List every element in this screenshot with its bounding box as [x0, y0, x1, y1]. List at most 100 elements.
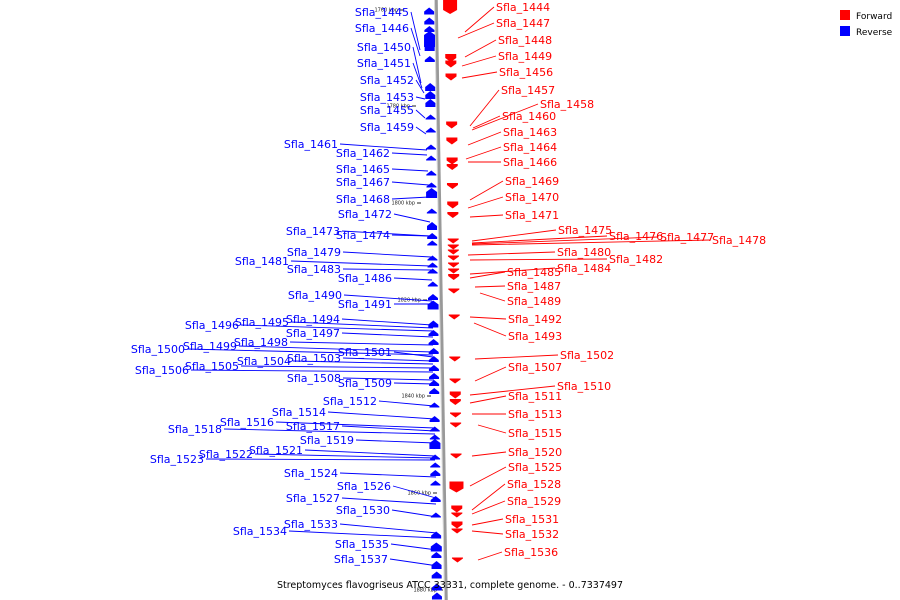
reverse-gene-leader	[341, 318, 433, 326]
reverse-gene-glyph	[425, 127, 436, 133]
reverse-gene-glyph	[424, 17, 435, 25]
reverse-gene-leader	[290, 260, 432, 267]
scale-tick-label: 1880 kbp	[413, 588, 437, 594]
forward-gene-glyph	[451, 557, 463, 563]
reverse-gene-glyph	[425, 91, 436, 99]
reverse-gene-leader	[412, 46, 422, 84]
reverse-gene-leader	[415, 126, 427, 135]
reverse-gene-glyph	[428, 348, 439, 354]
reverse-gene-label: Sfla_1537	[334, 553, 388, 566]
forward-gene-glyph	[450, 453, 462, 459]
reverse-gene-label: Sfla_1473	[286, 225, 340, 238]
reverse-gene-glyph	[428, 320, 439, 328]
reverse-gene-glyph	[425, 99, 436, 107]
reverse-gene-leader	[391, 509, 438, 518]
reverse-gene-glyph	[430, 480, 441, 486]
forward-gene-label: Sfla_1447	[496, 17, 550, 30]
reverse-gene-label: Sfla_1516	[220, 416, 274, 429]
forward-gene-label: Sfla_1464	[503, 141, 557, 154]
reverse-gene-glyph	[429, 434, 440, 440]
forward-gene-label: Sfla_1458	[540, 98, 594, 111]
forward-gene-label: Sfla_1456	[499, 66, 553, 79]
scale-tick-label: 1840 kbp	[401, 394, 425, 400]
reverse-gene-leader	[223, 428, 436, 435]
reverse-gene-label: Sfla_1481	[235, 255, 289, 268]
reverse-gene-leader	[391, 234, 431, 237]
forward-gene-leader	[471, 483, 506, 511]
forward-gene-label: Sfla_1487	[507, 280, 561, 293]
forward-gene-label: Sfla_1511	[508, 390, 562, 403]
reverse-gene-leader	[205, 458, 436, 461]
reverse-gene-label: Sfla_1518	[168, 423, 222, 436]
forward-gene-label: Sfla_1457	[501, 84, 555, 97]
forward-gene-label: Sfla_1476	[609, 230, 663, 243]
reverse-gene-label: Sfla_1521	[249, 444, 303, 457]
forward-gene-label: Sfla_1489	[507, 295, 561, 308]
forward-gene-leader	[469, 214, 504, 218]
legend-forward-swatch	[840, 10, 850, 20]
reverse-gene-label: Sfla_1497	[286, 327, 340, 340]
reverse-gene-label: Sfla_1534	[233, 525, 287, 538]
reverse-gene-leader	[391, 196, 430, 200]
forward-gene-glyph	[445, 54, 457, 62]
forward-gene-label: Sfla_1525	[508, 461, 562, 474]
reverse-gene-glyph	[431, 583, 442, 591]
forward-gene-leader	[464, 39, 497, 58]
gene-features	[424, 0, 464, 600]
reverse-gene-label: Sfla_1494	[286, 313, 340, 326]
forward-gene-glyph	[451, 505, 463, 513]
reverse-gene-leader	[355, 439, 436, 444]
forward-gene-glyph	[451, 512, 463, 518]
reverse-gene-label: Sfla_1496	[185, 319, 239, 332]
reverse-gene-leader	[391, 152, 428, 156]
forward-gene-leader	[465, 146, 502, 160]
forward-gene-glyph	[445, 73, 457, 81]
reverse-gene-label: Sfla_1499	[183, 340, 237, 353]
forward-gene-label: Sfla_1463	[503, 126, 557, 139]
reverse-gene-label: Sfla_1452	[360, 74, 414, 87]
forward-gene-glyph	[448, 268, 460, 274]
forward-gene-glyph	[447, 255, 459, 261]
forward-gene-label: Sfla_1475	[558, 224, 612, 237]
forward-gene-leader	[471, 229, 557, 242]
gene-labels: Sfla_1445 Sfla_1446 Sfla_1450 Sfla_1451 Sfla…	[131, 1, 766, 566]
reverse-gene-leader	[339, 143, 428, 151]
forward-gene-label: Sfla_1520	[508, 446, 562, 459]
reverse-gene-label: Sfla_1517	[286, 420, 340, 433]
reverse-gene-label: Sfla_1505	[185, 360, 239, 373]
reverse-gene-glyph	[428, 365, 439, 371]
reverse-gene-leader	[391, 181, 430, 186]
forward-gene-glyph	[446, 157, 458, 165]
reverse-gene-leader	[275, 421, 436, 429]
forward-gene-leader	[469, 180, 504, 201]
forward-gene-leader	[471, 451, 507, 457]
forward-gene-leader	[469, 385, 556, 396]
reverse-gene-leader	[415, 79, 425, 94]
reverse-gene-glyph	[424, 31, 436, 47]
forward-gene-glyph	[448, 262, 460, 268]
reverse-gene-label: Sfla_1491	[338, 298, 392, 311]
reverse-gene-label: Sfla_1495	[235, 316, 289, 329]
forward-gene-glyph	[447, 238, 459, 244]
forward-gene-label: Sfla_1532	[505, 528, 559, 541]
forward-gene-glyph	[448, 314, 460, 320]
forward-gene-leader	[479, 292, 506, 302]
forward-gene-glyph	[443, 0, 458, 14]
reverse-gene-label: Sfla_1501	[338, 346, 392, 359]
reverse-gene-glyph	[425, 114, 436, 120]
forward-gene-label: Sfla_1449	[498, 50, 552, 63]
forward-gene-leader	[471, 103, 539, 131]
reverse-gene-leader	[238, 345, 434, 353]
forward-gene-leader	[469, 267, 556, 275]
forward-gene-glyph	[446, 137, 458, 145]
forward-gene-label: Sfla_1531	[505, 513, 559, 526]
reverse-gene-leader	[392, 485, 437, 499]
reverse-gene-glyph	[430, 462, 441, 468]
reverse-gene-glyph	[427, 222, 438, 230]
reverse-gene-glyph	[430, 470, 441, 476]
reverse-gene-glyph	[427, 240, 438, 246]
reverse-gene-leader	[342, 377, 435, 381]
reverse-gene-glyph	[431, 592, 442, 600]
forward-gene-leader	[471, 518, 504, 526]
